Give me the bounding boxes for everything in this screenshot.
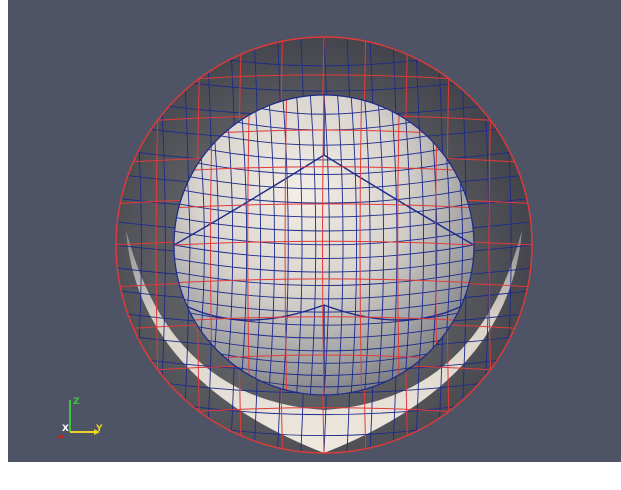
inner-blue-lat-line — [176, 217, 472, 232]
inner-blue-lon-line — [405, 119, 411, 371]
inner-red-lon-line — [284, 99, 287, 391]
3d-scene[interactable]: Z X Y — [8, 0, 621, 462]
outer-red-lon-line — [488, 120, 491, 370]
inner-sphere-red-grid — [174, 95, 474, 395]
inner-blue-lat-line — [174, 258, 474, 273]
inner-blue-lat-line — [179, 203, 469, 218]
inner-blue-lon-line — [337, 95, 344, 395]
inner-blue-lon-line — [296, 97, 303, 393]
inner-red-lat-line — [194, 316, 454, 321]
inner-red-lat-line — [194, 166, 454, 171]
outer-blue-lon-line — [138, 149, 142, 341]
inner-blue-lon-line — [459, 182, 464, 308]
z-axis-label: Z — [73, 397, 80, 407]
inner-seam — [183, 304, 325, 321]
inner-blue-lat-line — [176, 271, 472, 286]
inner-red-lon-line — [322, 95, 325, 395]
outer-blue-lat-line — [193, 82, 455, 92]
outer-blue-lon-line — [161, 114, 166, 376]
inner-blue-lat-line — [190, 176, 458, 190]
inner-sphere-outline — [173, 94, 475, 396]
inner-blue-lon-line — [269, 105, 275, 385]
inner-blue-lat-line — [174, 230, 474, 246]
inner-blue-lon-line — [214, 142, 220, 348]
outer-blue-lon-line — [508, 149, 512, 341]
inner-blue-lon-line — [228, 129, 234, 361]
inner-blue-lon-line — [200, 158, 205, 332]
x-axis-label: X — [62, 424, 69, 434]
inner-blue-lon-line — [432, 142, 438, 348]
inner-red-lon-line — [359, 99, 362, 391]
outer-red-lat-line — [199, 74, 449, 80]
inner-blue-lon-line — [419, 129, 425, 361]
outer-red-lat-line — [199, 407, 449, 412]
inner-blue-lon-line — [255, 111, 262, 379]
inner-blue-lon-line — [309, 95, 317, 395]
inner-blue-lat-line — [179, 285, 469, 300]
inner-blue-lon-line — [391, 111, 398, 379]
outer-sphere-lower-cup — [126, 230, 522, 453]
inner-red-lat-line — [178, 278, 470, 283]
x-axis-arrow — [56, 434, 64, 438]
outer-red-lon-line — [155, 120, 159, 370]
inner-red-lon-line — [435, 145, 437, 345]
inner-blue-lon-line — [187, 182, 191, 308]
inner-blue-lon-line — [241, 119, 248, 371]
inner-blue-lon-line — [446, 158, 451, 332]
render-viewport[interactable]: Z X Y — [8, 0, 621, 462]
inner-seam — [323, 304, 465, 321]
inner-blue-lat-line — [208, 149, 440, 161]
inner-red-lon-line — [397, 115, 400, 375]
y-axis-label: Y — [95, 424, 103, 434]
inner-blue-lon-line — [350, 97, 358, 393]
outer-blue-lat-line — [228, 59, 420, 67]
inner-blue-lon-line — [378, 105, 385, 385]
outer-sphere-outline — [115, 36, 533, 454]
inner-red-lon-line — [210, 145, 212, 345]
inner-red-lon-line — [247, 115, 250, 375]
inner-blue-lon-line — [364, 100, 371, 390]
inner-red-lat-line — [178, 203, 470, 208]
orientation-axes: Z X Y — [56, 397, 103, 438]
inner-blue-lon-line — [323, 95, 330, 395]
y-axis-arrow — [94, 429, 100, 435]
inner-blue-lat-line — [184, 190, 464, 204]
